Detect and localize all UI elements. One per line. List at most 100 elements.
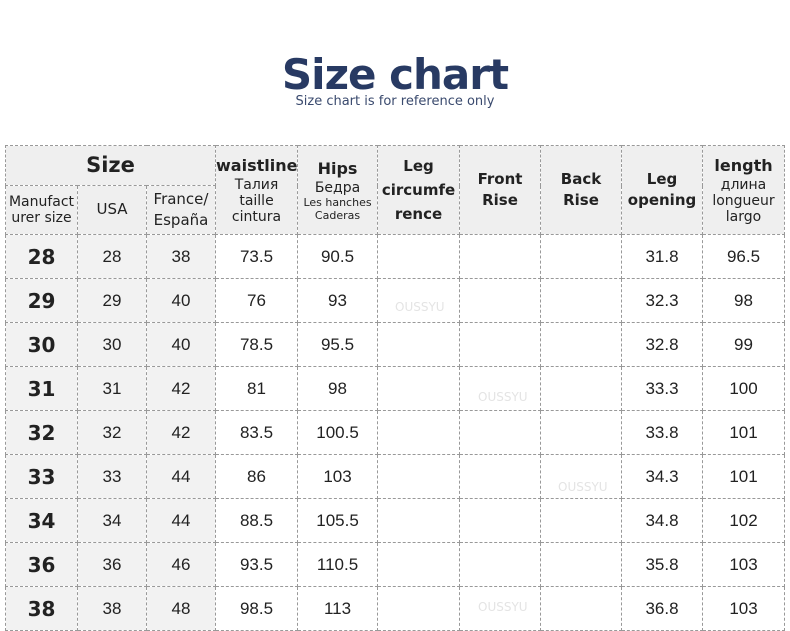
cell-leg-opening: 31.8 bbox=[621, 234, 704, 279]
cell-length: 98 bbox=[702, 278, 786, 323]
cell-waistline: 73.5 bbox=[215, 234, 299, 279]
cell-hips: 105.5 bbox=[297, 498, 379, 543]
cell-france: 44 bbox=[145, 498, 217, 543]
watermark: OUSSYU bbox=[478, 390, 528, 404]
table-row: 32 32 42 83.5 100.5 33.8 101 bbox=[5, 410, 786, 455]
cell-back-rise bbox=[540, 366, 623, 411]
table-row: 38 38 48 98.5 113 36.8 103 bbox=[5, 586, 786, 631]
length-ru: длина bbox=[720, 177, 767, 194]
cell-waistline: 88.5 bbox=[215, 498, 299, 543]
cell-front-rise bbox=[459, 366, 542, 411]
header-size: Size bbox=[4, 145, 217, 186]
cell-length: 96.5 bbox=[702, 234, 786, 279]
length-es: largo bbox=[725, 209, 762, 226]
cell-waistline: 76 bbox=[215, 278, 299, 323]
cell-back-rise bbox=[540, 278, 623, 323]
hips-es: Caderas bbox=[314, 209, 361, 223]
cell-leg-opening: 34.3 bbox=[621, 454, 704, 499]
watermark: OUSSYU bbox=[558, 480, 608, 494]
cell-france: 40 bbox=[145, 278, 217, 323]
header-length: length длина longueur largo bbox=[702, 145, 786, 235]
cell-leg-opening: 35.8 bbox=[621, 542, 704, 587]
table-row: 31 31 42 81 98 33.3 100 bbox=[5, 366, 786, 411]
cell-leg-circumference bbox=[377, 234, 461, 279]
cell-manufacturer-size: 38 bbox=[5, 586, 78, 631]
cell-france: 42 bbox=[145, 366, 217, 411]
header-leg-circumference: Leg circumfe rence bbox=[377, 145, 461, 235]
watermark: OUSSYU bbox=[478, 600, 528, 614]
cell-manufacturer-size: 28 bbox=[5, 234, 78, 279]
cell-manufacturer-size: 36 bbox=[5, 542, 78, 587]
cell-france: 40 bbox=[145, 322, 217, 367]
cell-leg-circumference bbox=[377, 410, 461, 455]
cell-leg-opening: 33.3 bbox=[621, 366, 704, 411]
cell-usa: 32 bbox=[77, 410, 147, 455]
cell-waistline: 83.5 bbox=[215, 410, 299, 455]
cell-france: 44 bbox=[145, 454, 217, 499]
cell-usa: 29 bbox=[77, 278, 147, 323]
cell-length: 99 bbox=[702, 322, 786, 367]
cell-france: 42 bbox=[145, 410, 217, 455]
cell-back-rise bbox=[540, 542, 623, 587]
cell-leg-circumference bbox=[377, 498, 461, 543]
cell-front-rise bbox=[459, 278, 542, 323]
header-manufacturer-size: Manufact urer size bbox=[5, 185, 78, 235]
length-fr: longueur bbox=[712, 193, 775, 210]
cell-front-rise bbox=[459, 498, 542, 543]
cell-manufacturer-size: 32 bbox=[5, 410, 78, 455]
cell-front-rise bbox=[459, 410, 542, 455]
cell-leg-opening: 33.8 bbox=[621, 410, 704, 455]
cell-waistline: 81 bbox=[215, 366, 299, 411]
cell-waistline: 93.5 bbox=[215, 542, 299, 587]
page-title: Size chart bbox=[281, 50, 509, 99]
cell-usa: 38 bbox=[77, 586, 147, 631]
cell-front-rise bbox=[459, 542, 542, 587]
hips-fr: Les hanches bbox=[303, 196, 372, 210]
cell-hips: 103 bbox=[297, 454, 379, 499]
cell-manufacturer-size: 31 bbox=[5, 366, 78, 411]
page-subtitle: Size chart is for reference only bbox=[295, 94, 495, 109]
cell-front-rise bbox=[459, 454, 542, 499]
cell-leg-circumference bbox=[377, 366, 461, 411]
table-row: 29 29 40 76 93 32.3 98 bbox=[5, 278, 786, 323]
cell-leg-opening: 32.8 bbox=[621, 322, 704, 367]
cell-front-rise bbox=[459, 322, 542, 367]
cell-leg-opening: 32.3 bbox=[621, 278, 704, 323]
cell-manufacturer-size: 33 bbox=[5, 454, 78, 499]
header-front-rise: Front Rise bbox=[459, 145, 542, 235]
size-chart-table: Size waistline Талия taille cintura Hips Бед… bbox=[4, 145, 786, 631]
header-france-espana: France/ España bbox=[145, 185, 217, 235]
waistline-fr: taille bbox=[239, 193, 274, 210]
cell-france: 38 bbox=[145, 234, 217, 279]
cell-hips: 95.5 bbox=[297, 322, 379, 367]
cell-leg-circumference bbox=[377, 542, 461, 587]
table-row: 36 36 46 93.5 110.5 35.8 103 bbox=[5, 542, 786, 587]
cell-hips: 100.5 bbox=[297, 410, 379, 455]
cell-usa: 28 bbox=[77, 234, 147, 279]
cell-hips: 113 bbox=[297, 586, 379, 631]
cell-usa: 30 bbox=[77, 322, 147, 367]
cell-back-rise bbox=[540, 586, 623, 631]
cell-leg-opening: 36.8 bbox=[621, 586, 704, 631]
hips-label: Hips bbox=[317, 158, 358, 178]
cell-usa: 31 bbox=[77, 366, 147, 411]
cell-hips: 110.5 bbox=[297, 542, 379, 587]
cell-leg-circumference bbox=[377, 454, 461, 499]
hips-ru: Бедра bbox=[314, 179, 361, 196]
cell-manufacturer-size: 29 bbox=[5, 278, 78, 323]
waistline-ru: Талия bbox=[234, 177, 279, 194]
cell-manufacturer-size: 30 bbox=[5, 322, 78, 367]
table-row: 33 33 44 86 103 34.3 101 bbox=[5, 454, 786, 499]
header-back-rise: Back Rise bbox=[540, 145, 623, 235]
cell-back-rise bbox=[540, 322, 623, 367]
cell-hips: 90.5 bbox=[297, 234, 379, 279]
cell-leg-circumference bbox=[377, 586, 461, 631]
header-usa: USA bbox=[77, 185, 147, 235]
cell-length: 100 bbox=[702, 366, 786, 411]
cell-hips: 93 bbox=[297, 278, 379, 323]
table-row: 30 30 40 78.5 95.5 32.8 99 bbox=[5, 322, 786, 367]
cell-length: 103 bbox=[702, 542, 786, 587]
cell-usa: 36 bbox=[77, 542, 147, 587]
header-waistline: waistline Талия taille cintura bbox=[215, 145, 299, 235]
cell-france: 48 bbox=[145, 586, 217, 631]
